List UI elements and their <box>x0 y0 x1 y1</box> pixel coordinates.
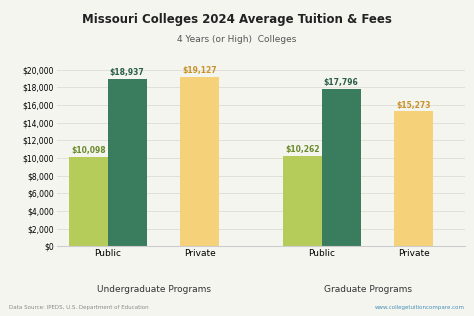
Bar <box>322 89 361 246</box>
Bar <box>69 157 108 246</box>
Text: www.collegetuitioncompare.com: www.collegetuitioncompare.com <box>374 305 465 310</box>
Text: $10,098: $10,098 <box>71 146 106 155</box>
Text: Missouri Colleges 2024 Average Tuition & Fees: Missouri Colleges 2024 Average Tuition &… <box>82 13 392 26</box>
Text: $19,127: $19,127 <box>182 66 217 76</box>
Text: $18,937: $18,937 <box>110 68 145 77</box>
Bar <box>394 111 433 246</box>
Text: Undergraduate Programs: Undergraduate Programs <box>97 285 211 295</box>
Text: $10,262: $10,262 <box>285 145 320 154</box>
Text: Graduate Programs: Graduate Programs <box>324 285 412 295</box>
Bar <box>180 77 219 246</box>
Text: $15,273: $15,273 <box>396 100 431 110</box>
Text: 4 Years (or High)  Colleges: 4 Years (or High) Colleges <box>177 35 297 44</box>
Text: $17,796: $17,796 <box>324 78 359 87</box>
Text: Data Source: IPEDS, U.S. Department of Education: Data Source: IPEDS, U.S. Department of E… <box>9 305 149 310</box>
Bar <box>108 79 146 246</box>
Bar <box>283 156 322 246</box>
